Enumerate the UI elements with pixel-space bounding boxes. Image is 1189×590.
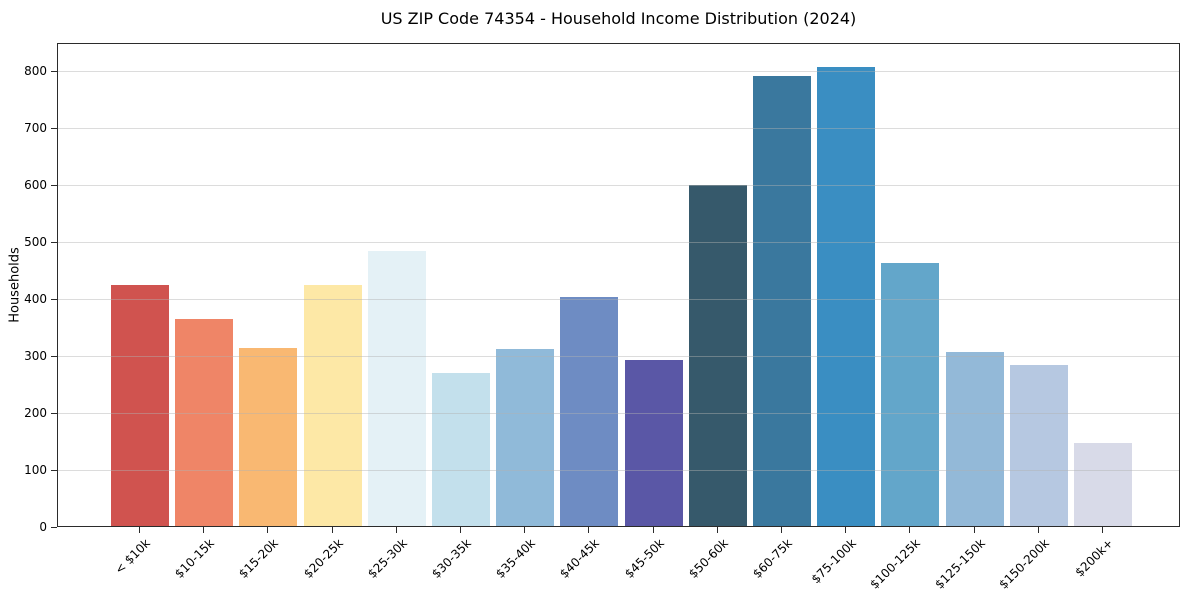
y-tick-label: 700 — [24, 120, 47, 135]
y-tick-label: 100 — [24, 462, 47, 477]
x-tick-mark — [909, 527, 911, 533]
y-tick-mark — [51, 469, 57, 471]
bar--125-150k — [945, 351, 1004, 526]
bar--50-60k — [688, 185, 747, 526]
x-tick-mark — [781, 527, 782, 533]
y-tick-mark — [51, 70, 57, 72]
bar--30-35k — [432, 372, 490, 526]
y-tick-mark — [51, 241, 57, 243]
x-tick-mark — [652, 527, 654, 533]
gridline-600 — [58, 185, 1179, 187]
bar--40-45k — [560, 296, 619, 526]
y-tick-mark — [51, 184, 57, 186]
x-tick-mark — [845, 527, 847, 533]
bar--20-25k — [303, 285, 362, 526]
x-tick-mark — [716, 527, 718, 533]
gridline-800 — [58, 71, 1179, 73]
bar--200k+ — [1074, 443, 1132, 526]
y-tick-label: 800 — [24, 63, 47, 78]
x-tick-mark — [460, 527, 461, 533]
y-tick-mark — [51, 298, 57, 300]
y-tick-mark — [51, 412, 57, 414]
gridline-500 — [58, 242, 1179, 244]
gridline-200 — [58, 413, 1179, 415]
y-tick-mark — [51, 127, 57, 129]
y-axis-label: Households — [7, 247, 23, 323]
bar--75-100k — [817, 66, 876, 526]
y-tick-label: 0 — [39, 520, 47, 534]
bar--100-125k — [881, 263, 940, 526]
bar--25-30k — [367, 250, 426, 526]
x-tick-mark — [1102, 527, 1103, 533]
bar--45-50k — [624, 360, 683, 526]
bar--60-75k — [753, 76, 811, 526]
bar--10-15k — [175, 318, 234, 526]
x-tick-label: < $10k — [112, 536, 153, 577]
y-tick-mark — [51, 355, 57, 357]
y-tick-label: 200 — [24, 405, 47, 420]
plot-area — [57, 43, 1180, 527]
x-tick-mark — [203, 527, 205, 533]
y-tick-label: 400 — [24, 291, 47, 306]
y-tick-label: 600 — [24, 177, 47, 192]
y-tick-mark — [51, 527, 57, 528]
x-tick-mark — [1037, 527, 1039, 533]
x-tick-mark — [331, 527, 333, 533]
x-tick-mark — [588, 527, 590, 533]
x-tick-mark — [139, 527, 140, 533]
bar--35-40k — [496, 349, 555, 526]
gridline-100 — [58, 470, 1179, 472]
bar--150-200k — [1009, 365, 1068, 526]
chart-title: US ZIP Code 74354 - Household Income Dis… — [380, 9, 857, 28]
x-tick-mark — [267, 527, 269, 533]
x-tick-mark — [973, 527, 975, 533]
gridline-700 — [58, 128, 1179, 130]
x-tick-mark — [395, 527, 397, 533]
gridline-300 — [58, 356, 1179, 358]
bar--15-20k — [239, 347, 298, 526]
y-tick-label: 500 — [24, 234, 47, 249]
y-tick-label: 300 — [24, 348, 47, 363]
gridline-400 — [58, 299, 1179, 301]
bar--10k — [111, 285, 169, 526]
x-tick-mark — [524, 527, 526, 533]
